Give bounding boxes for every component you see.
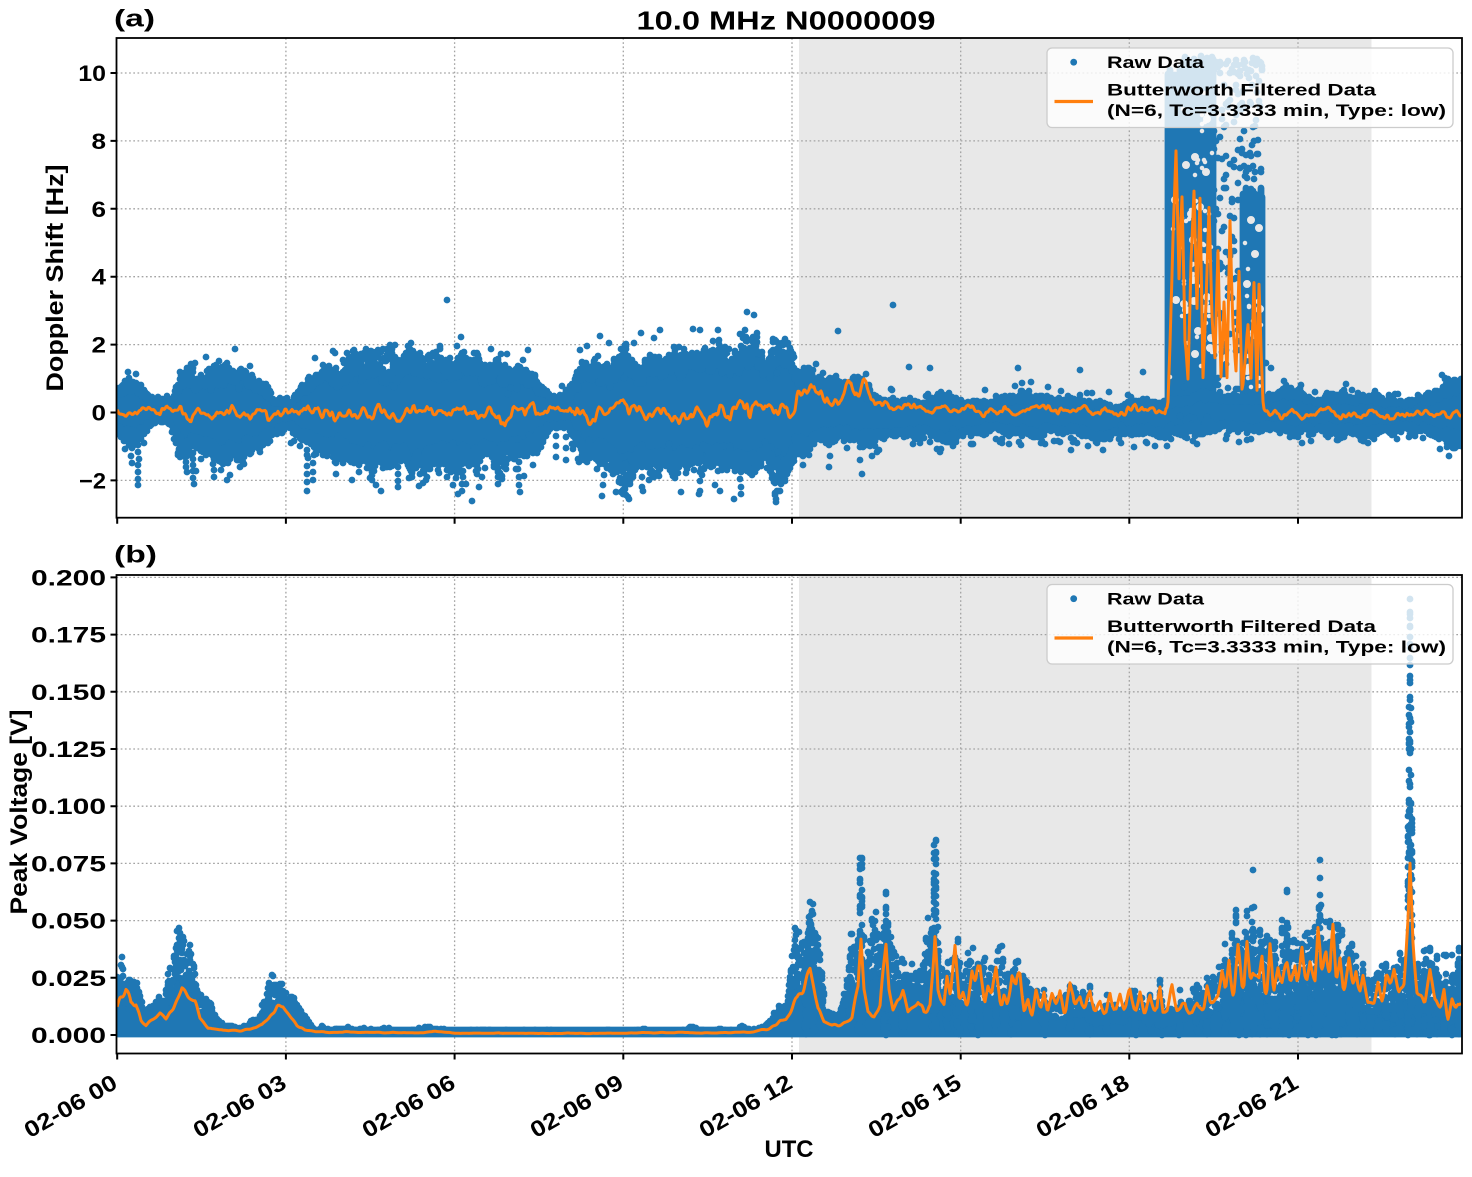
svg-text:0.100: 0.100 <box>31 794 106 819</box>
svg-text:6: 6 <box>92 197 107 222</box>
svg-text:8: 8 <box>92 129 107 154</box>
svg-text:Butterworth Filtered Data: Butterworth Filtered Data <box>1107 618 1377 636</box>
svg-text:2: 2 <box>92 333 107 358</box>
svg-text:Peak Voltage [V]: Peak Voltage [V] <box>6 710 33 915</box>
svg-text:0.025: 0.025 <box>31 966 106 991</box>
svg-text:10: 10 <box>78 61 106 86</box>
svg-text:(b): (b) <box>114 542 157 569</box>
svg-text:Butterworth Filtered Data: Butterworth Filtered Data <box>1107 82 1377 100</box>
svg-text:0.075: 0.075 <box>31 851 106 876</box>
svg-text:0.150: 0.150 <box>31 680 106 705</box>
svg-text:(a): (a) <box>114 6 155 33</box>
svg-text:−2: −2 <box>79 468 106 493</box>
svg-text:4: 4 <box>92 265 107 290</box>
svg-text:(N=6, Tc=3.3333 min, Type: low: (N=6, Tc=3.3333 min, Type: low) <box>1107 102 1446 120</box>
svg-text:UTC: UTC <box>765 1136 814 1163</box>
svg-text:Doppler Shift [Hz]: Doppler Shift [Hz] <box>42 165 69 392</box>
svg-text:0.050: 0.050 <box>31 909 106 934</box>
svg-text:10.0 MHz N0000009: 10.0 MHz N0000009 <box>637 6 936 36</box>
svg-text:0.200: 0.200 <box>31 565 106 590</box>
svg-text:Raw Data: Raw Data <box>1107 54 1205 72</box>
svg-text:0: 0 <box>92 401 107 426</box>
svg-text:Raw Data: Raw Data <box>1107 591 1205 609</box>
svg-text:0.125: 0.125 <box>31 737 106 762</box>
svg-text:0.000: 0.000 <box>31 1023 106 1048</box>
svg-text:(N=6, Tc=3.3333 min, Type: low: (N=6, Tc=3.3333 min, Type: low) <box>1107 639 1446 657</box>
svg-text:0.175: 0.175 <box>31 623 106 648</box>
